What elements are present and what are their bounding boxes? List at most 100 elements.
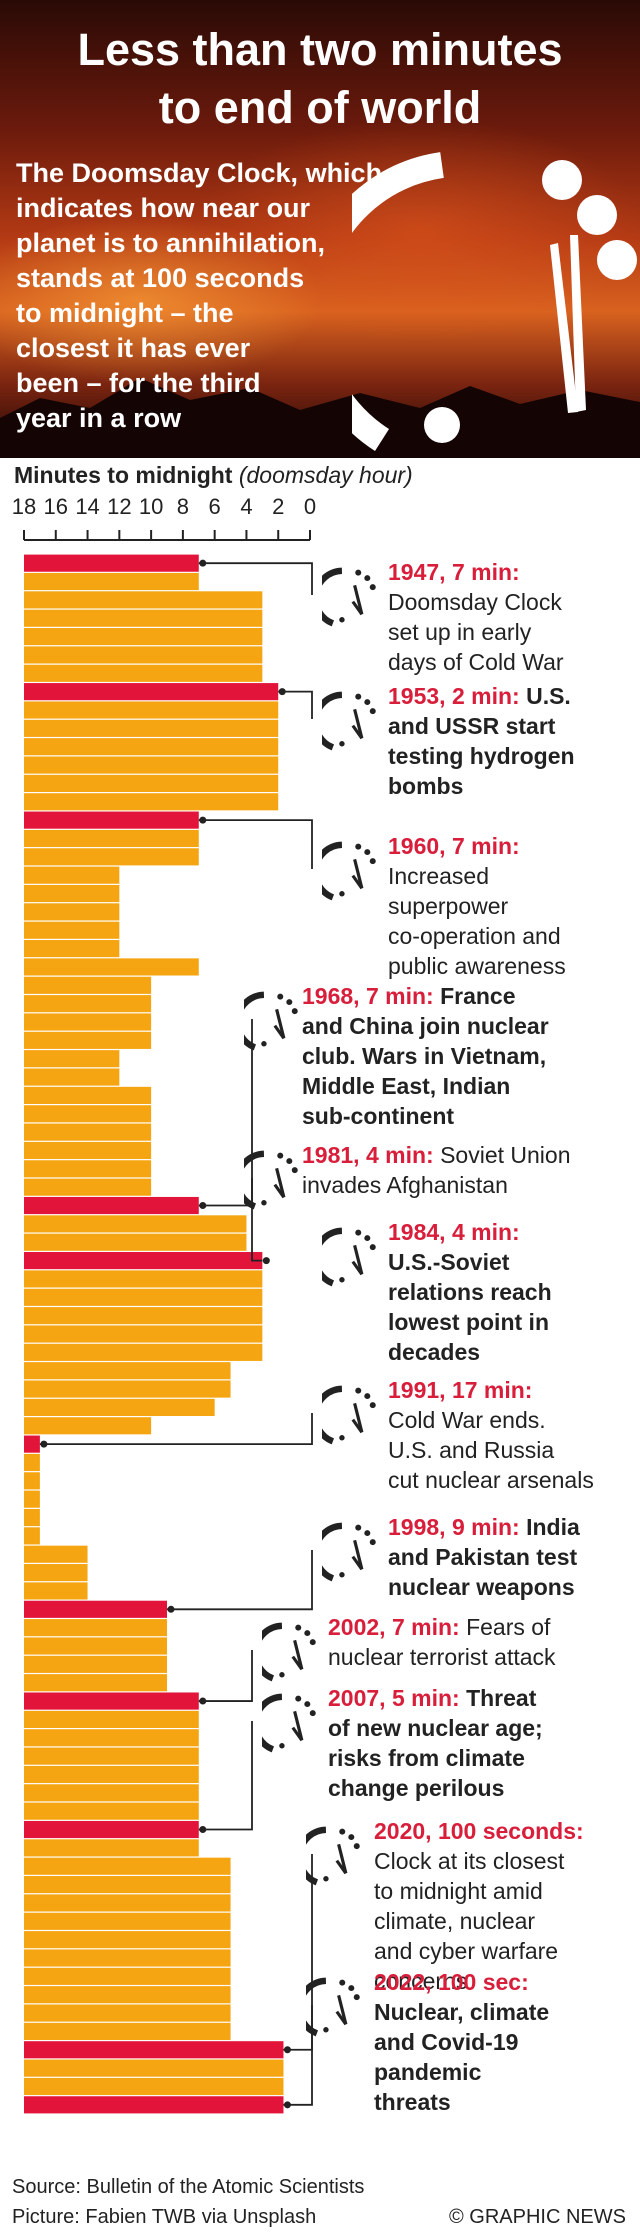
x-tick-label: 16: [44, 494, 68, 519]
bar-highlight: [24, 1820, 199, 1839]
annotation-lead: India: [519, 1514, 580, 1540]
x-tick-label: 6: [209, 494, 221, 519]
x-tick-label: 0: [304, 494, 316, 519]
leader-line: [198, 1721, 253, 1831]
bar-highlight: [24, 2096, 284, 2114]
bar: [24, 1564, 88, 1582]
x-tick-label: 10: [139, 494, 163, 519]
hero-banner: Less than two minutes to end of world Th…: [0, 0, 640, 458]
bar: [24, 1325, 263, 1343]
bar: [24, 1398, 215, 1416]
clock-icon: [306, 1977, 360, 2037]
bar: [24, 1912, 231, 1930]
bar: [24, 1288, 263, 1306]
annotation-line: to midnight amid: [374, 1878, 543, 1904]
subtitle-line: The Doomsday Clock, which: [16, 158, 383, 188]
leader-dot: [262, 1257, 270, 1265]
bar: [24, 664, 263, 682]
leader-dot: [199, 1202, 207, 1210]
doomsday-clock-icon: [352, 152, 637, 451]
bar: [24, 2022, 231, 2040]
annotation-year: 1953, 2 min:: [388, 683, 520, 709]
annotation-line: set up in early: [388, 619, 532, 645]
bar: [24, 1582, 88, 1600]
bar-highlight: [24, 1252, 263, 1270]
annotation-line: sub-continent: [302, 1103, 455, 1129]
bar: [24, 976, 152, 994]
annotation-line: Clock at its closest: [374, 1848, 565, 1874]
annotation: 1991, 17 min: Cold War ends. U.S. and Russ…: [388, 1375, 594, 1495]
bar: [24, 719, 279, 737]
bar-highlight: [24, 1196, 199, 1215]
subtitle-line: to midnight – the: [16, 298, 234, 328]
leader-line: [283, 2005, 313, 2106]
annotation: 1947, 7 min: Doomsday Clock set up in earl…: [388, 557, 564, 677]
annotation-line: cut nuclear arsenals: [388, 1467, 594, 1493]
annotation-line: public awareness: [388, 953, 566, 979]
bar: [24, 1802, 199, 1820]
bar: [24, 1784, 199, 1802]
bar: [24, 940, 120, 958]
bar-highlight: [24, 683, 279, 701]
leader-line: [39, 1413, 313, 1446]
bar: [24, 903, 120, 921]
annotation-line: threats: [374, 2089, 451, 2115]
bar: [24, 1949, 231, 1967]
leader-dot: [199, 1826, 207, 1834]
bar: [24, 1105, 152, 1123]
annotation-line: Cold War ends.: [388, 1407, 546, 1433]
annotation-year: 2020, 100 seconds:: [374, 1818, 584, 1844]
annotation-line: nuclear terrorist attack: [328, 1644, 556, 1670]
annotation-year: 1984, 4 min:: [388, 1219, 520, 1245]
bar: [24, 1857, 231, 1875]
leader-line: [278, 690, 313, 719]
bar: [24, 1307, 263, 1325]
bar: [24, 1967, 231, 1985]
annotation-line: co-operation and: [388, 923, 561, 949]
clock-icon: [306, 1826, 360, 1886]
annotation-year: 1998, 9 min:: [388, 1514, 520, 1540]
leader-line: [167, 1550, 313, 1611]
clock-icon: [322, 1522, 376, 1582]
annotation-line: and Pakistan test: [388, 1544, 578, 1570]
bar: [24, 1876, 231, 1894]
annotation-year: 1947, 7 min:: [388, 559, 520, 585]
x-tick-label: 14: [75, 494, 99, 519]
bar: [24, 1086, 152, 1104]
annotation-year: 1960, 7 min:: [388, 833, 520, 859]
annotation-line: change perilous: [328, 1775, 505, 1801]
bar: [24, 1729, 199, 1747]
subtitle-line: indicates how near our: [16, 193, 311, 223]
annotation-year: 1991, 17 min:: [388, 1377, 533, 1403]
annotation-line: Nuclear, climate: [374, 1999, 550, 2025]
bar: [24, 1931, 231, 1949]
mountain-silhouette: [0, 378, 640, 458]
bar-chart: 18 16 14 12 10 8 6 4 2 0: [12, 494, 316, 2114]
bar: [24, 1508, 40, 1527]
annotation-line: and USSR start: [388, 713, 556, 739]
annotation: 1953, 2 min: U.S. and USSR start testing h…: [388, 681, 575, 801]
annotation: 1998, 9 min: India and Pakistan test nucle…: [388, 1512, 580, 1602]
annotation-line: Increased: [388, 863, 490, 889]
leader-dot: [283, 2046, 291, 2054]
axis-title: Minutes to midnight (doomsday hour): [14, 462, 413, 489]
annotation-line: and cyber warfare: [374, 1938, 559, 1964]
bar: [24, 2059, 284, 2077]
annotation-line: U.S.-Soviet: [388, 1249, 510, 1275]
annotation-lead: Fears of: [459, 1614, 551, 1640]
leader-dot: [199, 1697, 207, 1705]
page-title-line-2: to end of world: [158, 82, 482, 133]
bar: [24, 1343, 263, 1361]
annotation: 1981, 4 min: Soviet Union invades Afghani…: [302, 1140, 571, 1200]
bar: [24, 1747, 199, 1765]
annotation-year: 2002, 7 min:: [328, 1614, 460, 1640]
leader-dot: [167, 1605, 175, 1613]
bar: [24, 1839, 199, 1857]
bar-highlight: [24, 1435, 40, 1453]
annotation-lead: Soviet Union: [433, 1142, 571, 1168]
bar: [24, 995, 152, 1013]
annotation: 2020, 100 seconds: Clock at its closest to…: [374, 1816, 584, 1996]
page-title-line-1: Less than two minutes: [77, 24, 563, 75]
publisher-credit: © GRAPHIC NEWS: [449, 2206, 626, 2228]
subtitle-line: closest it has ever: [16, 333, 251, 363]
